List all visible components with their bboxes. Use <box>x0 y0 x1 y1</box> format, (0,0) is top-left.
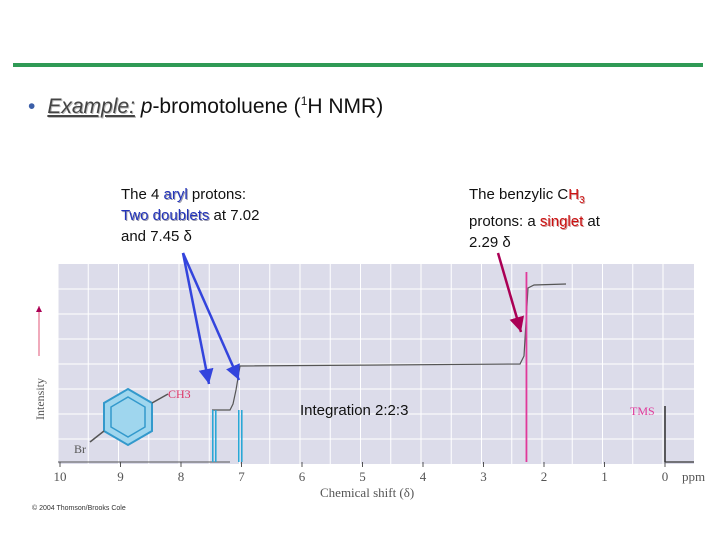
x-tick-label: 4 <box>420 469 427 484</box>
x-axis: 10 9 8 7 6 5 4 3 2 1 0 <box>54 462 669 484</box>
spectrum-grid <box>57 264 694 464</box>
slide-title: • Example: p-bromotoluene (1H NMR) <box>28 94 383 119</box>
x-tick-label: 2 <box>541 469 548 484</box>
two-doublets-text: Two doublets <box>121 207 210 224</box>
ppm-unit: ppm <box>682 469 705 484</box>
nmr-superscript: 1 <box>300 94 308 108</box>
br-label: Br <box>74 442 86 456</box>
aryl-note-text: protons: <box>187 186 247 203</box>
aryl-arrow-2 <box>181 252 241 381</box>
aryl-note-text: The 4 <box>121 186 164 203</box>
nmr-rest: H NMR) <box>307 95 384 118</box>
benzylic-note-text: at <box>583 213 600 230</box>
bromotoluene-structure-icon: CH3 Br <box>74 387 191 456</box>
benzylic-sub: 3 <box>579 195 585 206</box>
aryl-word: aryl <box>163 186 188 203</box>
integration-label: Integration 2:2:3 <box>300 402 409 419</box>
bullet: • <box>28 95 36 118</box>
aryl-note-text: at 7.02 <box>209 207 260 224</box>
integration-curve <box>212 283 567 411</box>
x-tick-label: 8 <box>178 469 185 484</box>
benzylic-note-text: 2.29 δ <box>469 234 511 251</box>
copyright-text: © 2004 Thomson/Brooks Cole <box>32 505 126 512</box>
header-rule <box>13 63 703 67</box>
benzylic-note-text: The benzylic C <box>469 186 569 203</box>
example-label: Example: <box>47 95 135 118</box>
x-tick-label: 7 <box>238 469 245 484</box>
x-tick-label: 9 <box>117 469 124 484</box>
compound-prefix: p <box>140 95 153 118</box>
tms-label: TMS <box>630 404 655 418</box>
methyl-arrow <box>496 252 525 333</box>
x-tick-label: 10 <box>54 469 67 484</box>
benzylic-note-text: protons: a <box>469 213 540 230</box>
benzylic-h: H <box>568 186 580 203</box>
x-tick-label: 5 <box>359 469 366 484</box>
x-tick-label: 0 <box>662 469 669 484</box>
aryl-note: The 4 aryl protons: Two doublets at 7.02… <box>121 184 259 247</box>
aryl-note-text: and 7.45 δ <box>121 228 192 245</box>
ch3-label: CH3 <box>168 387 191 401</box>
singlet-word: singlet <box>539 213 584 230</box>
x-tick-label: 6 <box>299 469 306 484</box>
aryl-arrow-1 <box>181 252 214 385</box>
x-axis-label: Chemical shift (δ) <box>320 485 414 500</box>
y-axis-label: Intensity <box>33 378 47 420</box>
benzylic-note: The benzylic CH3 protons: a singlet at 2… <box>469 184 600 253</box>
compound-rest: -bromotoluene ( <box>152 95 301 118</box>
x-tick-label: 1 <box>601 469 608 484</box>
x-tick-label: 3 <box>480 469 487 484</box>
